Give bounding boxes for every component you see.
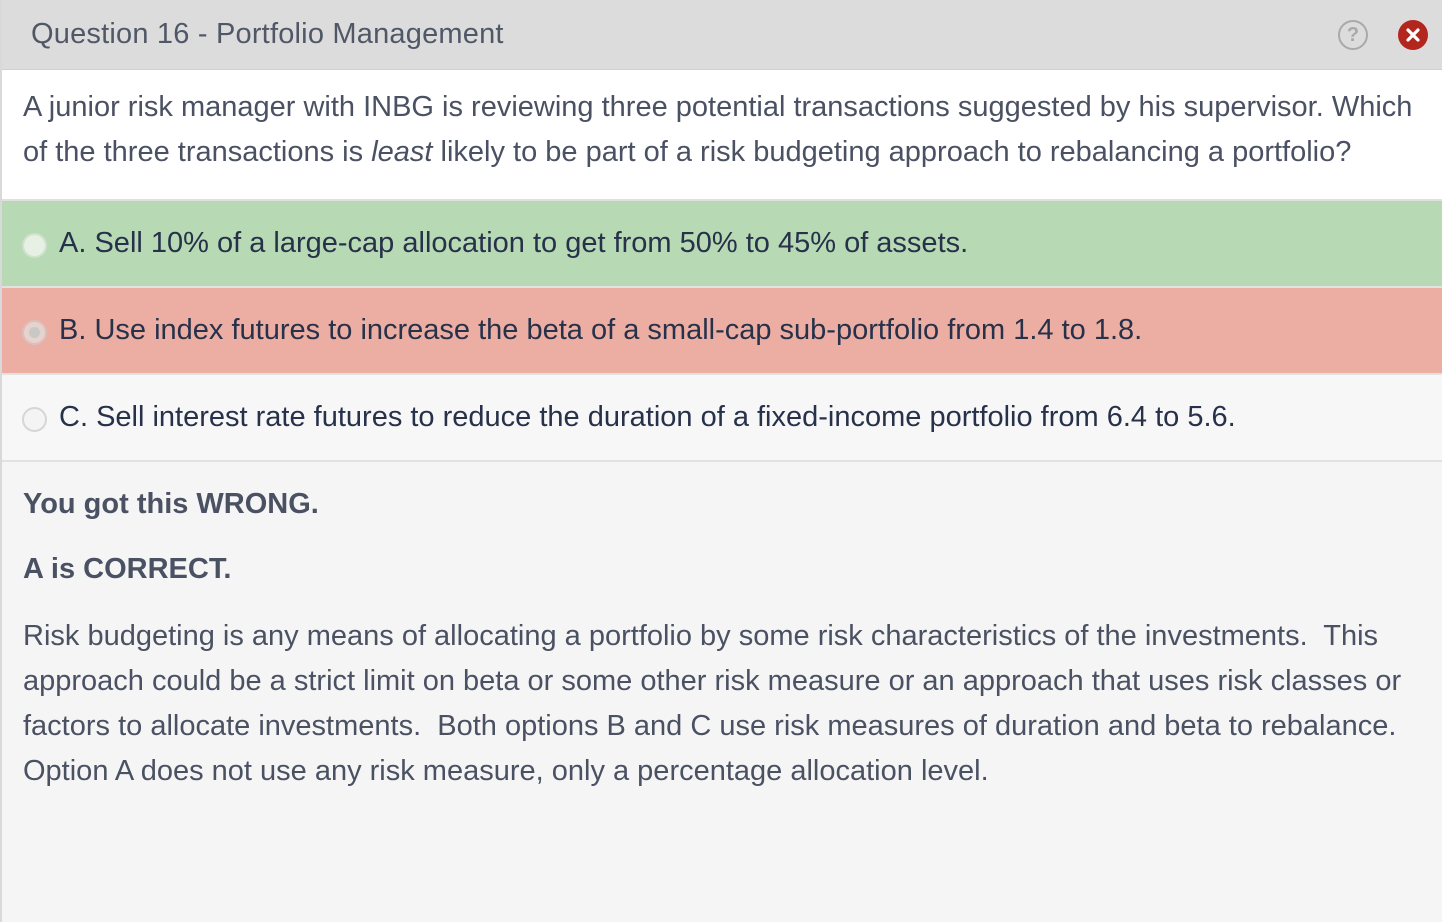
correct-answer-label: A is CORRECT. bbox=[23, 553, 232, 585]
radio-button-a[interactable] bbox=[22, 232, 47, 258]
explanation-text: Risk budgeting is any means of allocatin… bbox=[23, 620, 1413, 787]
dialog-titlebar: Question 16 - Portfolio Management ? bbox=[2, 0, 1442, 70]
option-a-letter: A. bbox=[59, 227, 87, 259]
question-text-before: A junior risk manager with INBG is revie… bbox=[23, 91, 1413, 168]
dialog-title: Question 16 - Portfolio Management bbox=[31, 18, 504, 50]
radio-selected-dot bbox=[29, 326, 40, 338]
option-b-text: Use index futures to increase the beta o… bbox=[94, 314, 1143, 346]
option-a-text: Sell 10% of a large-cap allocation to ge… bbox=[94, 227, 969, 259]
question-text: A junior risk manager with INBG is revie… bbox=[2, 70, 1442, 201]
close-x-glyph bbox=[1406, 27, 1420, 42]
close-circle-icon[interactable] bbox=[1398, 19, 1428, 50]
option-c[interactable]: C. Sell interest rate futures to reduce … bbox=[2, 375, 1442, 462]
question-text-after: likely to be part of a risk budgeting ap… bbox=[432, 136, 1352, 168]
feedback-panel: You got this WRONG. A is CORRECT. Risk b… bbox=[2, 462, 1442, 794]
option-b-letter: B. bbox=[59, 314, 87, 346]
result-verdict: You got this WRONG. bbox=[23, 488, 319, 520]
question-emphasis: least bbox=[371, 136, 433, 168]
option-c-letter: C. bbox=[59, 401, 88, 433]
radio-button-c[interactable] bbox=[22, 406, 47, 432]
radio-button-b[interactable] bbox=[22, 319, 47, 345]
option-a[interactable]: A. Sell 10% of a large-cap allocation to… bbox=[2, 201, 1442, 288]
question-circle-icon[interactable]: ? bbox=[1338, 19, 1368, 50]
title-actions: ? bbox=[1338, 19, 1428, 50]
option-c-text: Sell interest rate futures to reduce the… bbox=[96, 401, 1236, 433]
option-b[interactable]: B. Use index futures to increase the bet… bbox=[2, 288, 1442, 375]
